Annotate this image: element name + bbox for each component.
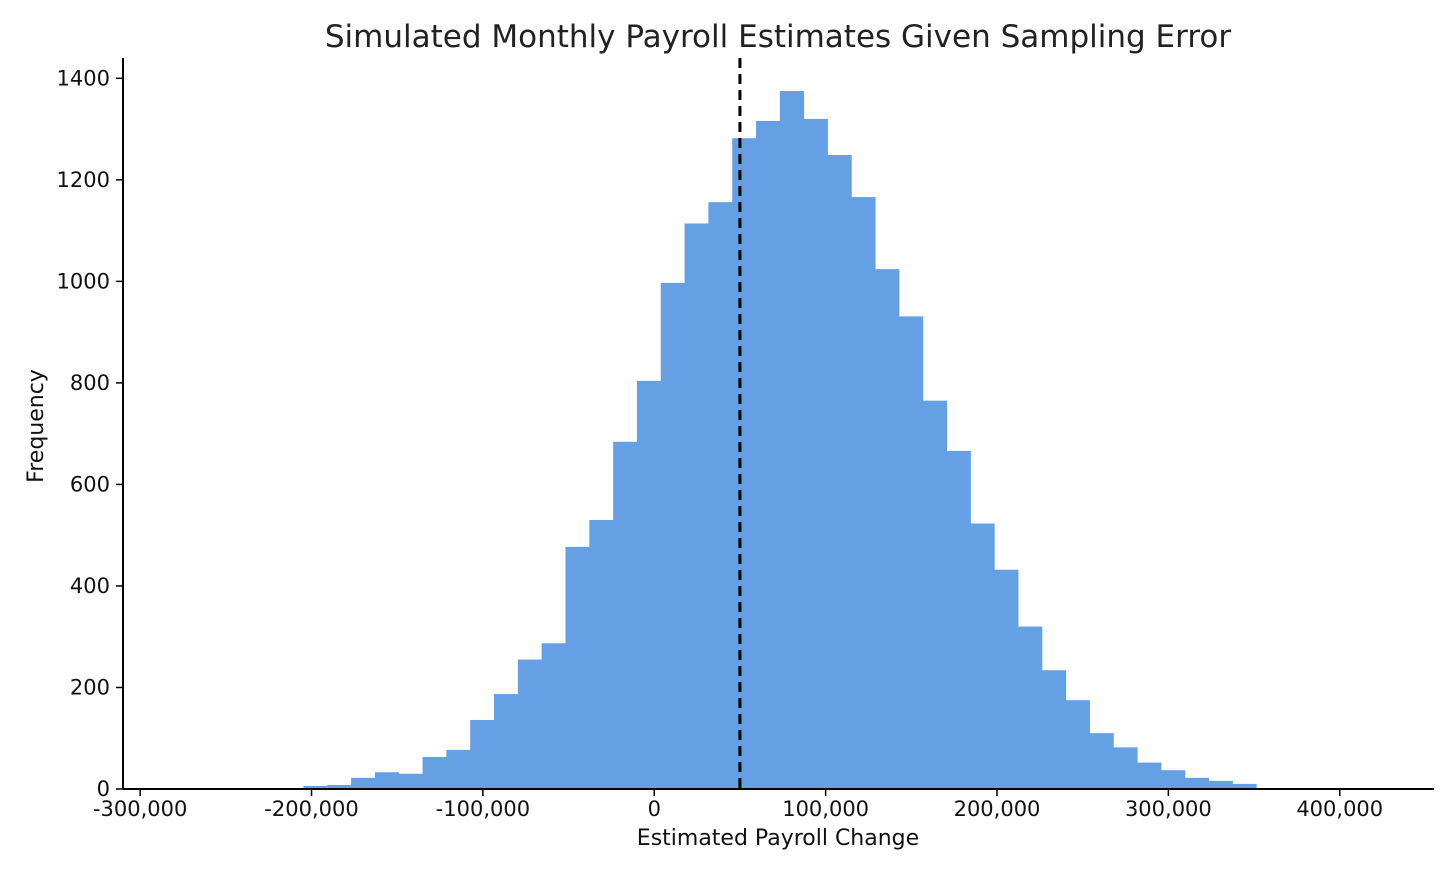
x-tick-label: -300,000 [93, 797, 187, 821]
histogram-bar [732, 138, 757, 789]
y-tick-label: 800 [70, 371, 110, 395]
histogram-bar [756, 120, 781, 789]
histogram-bar [898, 316, 924, 789]
histogram-bar [779, 91, 805, 789]
histogram-bar [1018, 626, 1043, 789]
histogram-bar [1137, 762, 1162, 789]
histogram-bar [1041, 670, 1067, 789]
histogram-bar [1184, 777, 1210, 789]
x-tick-label: -200,000 [264, 797, 358, 821]
histogram-bar [517, 659, 543, 789]
y-axis-label: Frequency [24, 369, 49, 483]
x-axis-ticks: -300,000 -200,000 -100,000 0 100,000 200,000 3… [93, 789, 1383, 821]
histogram-bar [398, 773, 423, 789]
histogram-bar [613, 441, 638, 789]
y-tick-label: 200 [70, 675, 110, 699]
histogram-bar [922, 400, 948, 789]
histogram-bar [470, 719, 495, 789]
x-tick-label: 200,000 [954, 797, 1041, 821]
y-tick-label: 1400 [57, 66, 110, 90]
histogram-bar [446, 749, 471, 789]
histogram-bar [803, 118, 828, 790]
histogram-bar [1065, 700, 1090, 789]
histogram-bar [827, 154, 852, 789]
histogram-bar [351, 777, 376, 789]
histogram-bar [708, 202, 733, 790]
chart-title: Simulated Monthly Payroll Estimates Give… [325, 19, 1231, 55]
histogram-bar [660, 282, 685, 789]
histogram-bar [303, 785, 328, 789]
histogram-bar [1161, 770, 1186, 789]
histogram-bar [994, 569, 1019, 789]
histogram-bars [208, 91, 1400, 790]
x-tick-label: -100,000 [436, 797, 530, 821]
y-axis-ticks: 0 200 400 600 800 1000 1200 1400 [57, 66, 123, 801]
histogram-bar [1089, 733, 1114, 789]
histogram-bar [589, 519, 614, 789]
y-tick-label: 1200 [57, 168, 110, 192]
y-tick-label: 1000 [57, 269, 110, 293]
histogram-bar [636, 380, 662, 789]
histogram-bar [1113, 747, 1138, 789]
histogram-bar [946, 450, 971, 789]
histogram-bar [851, 197, 876, 790]
histogram-bar [684, 223, 709, 790]
y-tick-label: 0 [97, 777, 110, 801]
histogram-bar [494, 694, 519, 789]
histogram-bar [970, 523, 995, 789]
y-tick-label: 600 [70, 472, 110, 496]
x-tick-label: 400,000 [1296, 797, 1383, 821]
x-axis-label: Estimated Payroll Change [637, 826, 919, 851]
histogram-bar [565, 546, 590, 789]
histogram-bar [422, 757, 447, 789]
histogram-bar [1232, 783, 1257, 789]
x-tick-label: 300,000 [1125, 797, 1212, 821]
histogram-bar [875, 269, 900, 789]
histogram-bar [327, 784, 352, 789]
x-tick-label: 100,000 [782, 797, 869, 821]
x-tick-label: 0 [648, 797, 661, 821]
y-tick-label: 400 [70, 574, 110, 598]
histogram-bar [374, 772, 400, 789]
histogram-bar [541, 643, 566, 789]
histogram-bar [1208, 780, 1233, 789]
